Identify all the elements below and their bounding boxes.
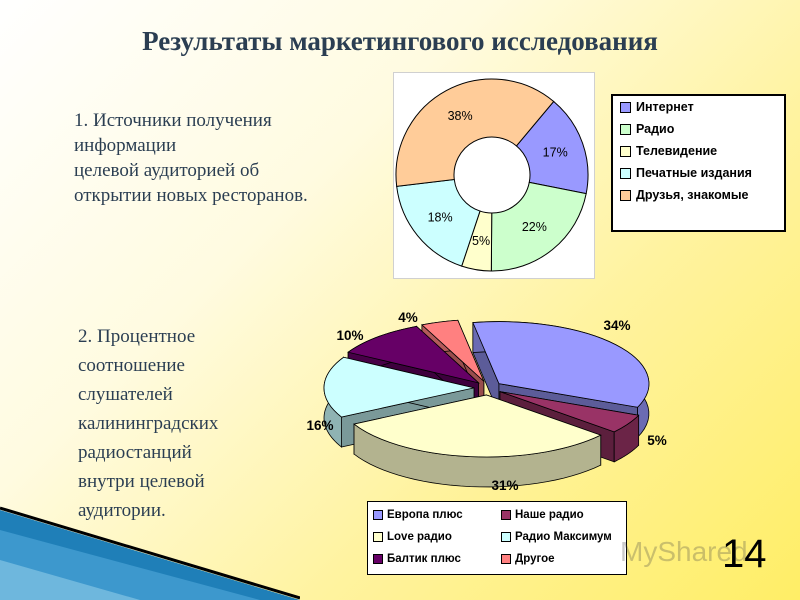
legend-swatch (620, 101, 631, 113)
legend-item: Другое (496, 548, 624, 570)
pie3d-data-label: 4% (398, 310, 418, 325)
pie3d-data-label: 10% (336, 328, 363, 343)
legend-label: Балтик плюс (387, 553, 461, 565)
legend-item: Телевидение (613, 140, 784, 162)
corner-decoration (0, 506, 300, 600)
pie3d-slice (472, 321, 650, 439)
doughnut-slice (395, 78, 555, 187)
legend-item: Наше радио (496, 504, 624, 526)
legend-item: Радио (613, 118, 784, 140)
legend-swatch (501, 532, 511, 542)
legend-swatch (373, 510, 383, 520)
legend-item: Love радио (368, 526, 496, 548)
legend-label: Друзья, знакомые (636, 188, 749, 202)
legend-swatch (620, 189, 631, 201)
legend-label: Европа плюс (387, 509, 463, 521)
doughnut-data-label: 18% (428, 210, 453, 224)
legend-label: Печатные издания (636, 166, 752, 180)
legend-item: Интернет (613, 96, 784, 118)
doughnut-data-label: 5% (472, 234, 490, 248)
doughnut-chart: 17% 22% 5% 18% 38% (395, 78, 589, 272)
page-number: 14 (722, 532, 767, 576)
legend-item: Друзья, знакомые (613, 184, 784, 206)
legend-item: Радио Максимум (496, 526, 624, 548)
section1-line: открытии новых ресторанов. (74, 185, 308, 206)
section1-text: 1. Источники получения информации целево… (74, 108, 394, 208)
legend-item: Балтик плюс (368, 548, 496, 570)
legend-swatch (501, 554, 511, 564)
pie3d-legend: Европа плюс Наше радио Love радио Радио Мак… (367, 501, 627, 575)
pie3d-slice (347, 325, 480, 414)
section2-line: калининградских (78, 413, 219, 434)
doughnut-slice (490, 181, 587, 272)
section2-line: 2. Процентное (78, 326, 196, 347)
legend-swatch (620, 167, 631, 179)
section2-line: слушателей (78, 384, 173, 405)
section2-text: 2. Процентное соотношение слушателей кал… (78, 322, 338, 525)
section2-line: аудитории. (78, 500, 166, 521)
legend-label: Интернет (636, 100, 694, 114)
doughnut-slice (396, 178, 481, 267)
section2-line: соотношение (78, 355, 185, 376)
section1-line: 1. Источники получения (74, 110, 272, 131)
pie3d-data-label: 34% (603, 318, 630, 333)
page-title: Результаты маркетингового исследования (142, 26, 658, 56)
doughnut-data-label: 38% (448, 109, 473, 123)
legend-swatch (373, 532, 383, 542)
legend-swatch (620, 145, 631, 157)
legend-item: Печатные издания (613, 162, 784, 184)
pie3d-data-label: 31% (491, 478, 518, 493)
pie3d-slice (353, 394, 602, 488)
doughnut-slice (515, 100, 589, 195)
watermark: MyShared (620, 536, 748, 567)
legend-item: Европа плюс (368, 504, 496, 526)
legend-swatch (373, 554, 383, 564)
doughnut-legend: Интернет Радио Телевидение Печатные издания… (611, 94, 786, 232)
doughnut-data-label: 17% (543, 146, 568, 160)
legend-label: Love радио (387, 531, 452, 543)
pie3d-slice (323, 356, 475, 448)
legend-label: Телевидение (636, 144, 718, 158)
section2-line: радиостанций (78, 442, 192, 463)
section1-line: информации (74, 135, 177, 156)
legend-swatch (620, 123, 631, 135)
pie3d-slice (421, 319, 485, 413)
legend-label: Наше радио (515, 509, 584, 521)
pie3d-data-label: 5% (647, 433, 667, 448)
legend-swatch (501, 510, 511, 520)
doughnut-chart-area: 17% 22% 5% 18% 38% (393, 72, 595, 279)
legend-label: Другое (515, 553, 555, 565)
section2-line: внутри целевой (78, 471, 205, 492)
pie3d-slice (499, 391, 640, 463)
legend-label: Радио Максимум (515, 531, 612, 543)
section1-line: целевой аудиторией об (74, 160, 260, 181)
doughnut-data-label: 22% (522, 220, 547, 234)
legend-label: Радио (636, 122, 675, 136)
